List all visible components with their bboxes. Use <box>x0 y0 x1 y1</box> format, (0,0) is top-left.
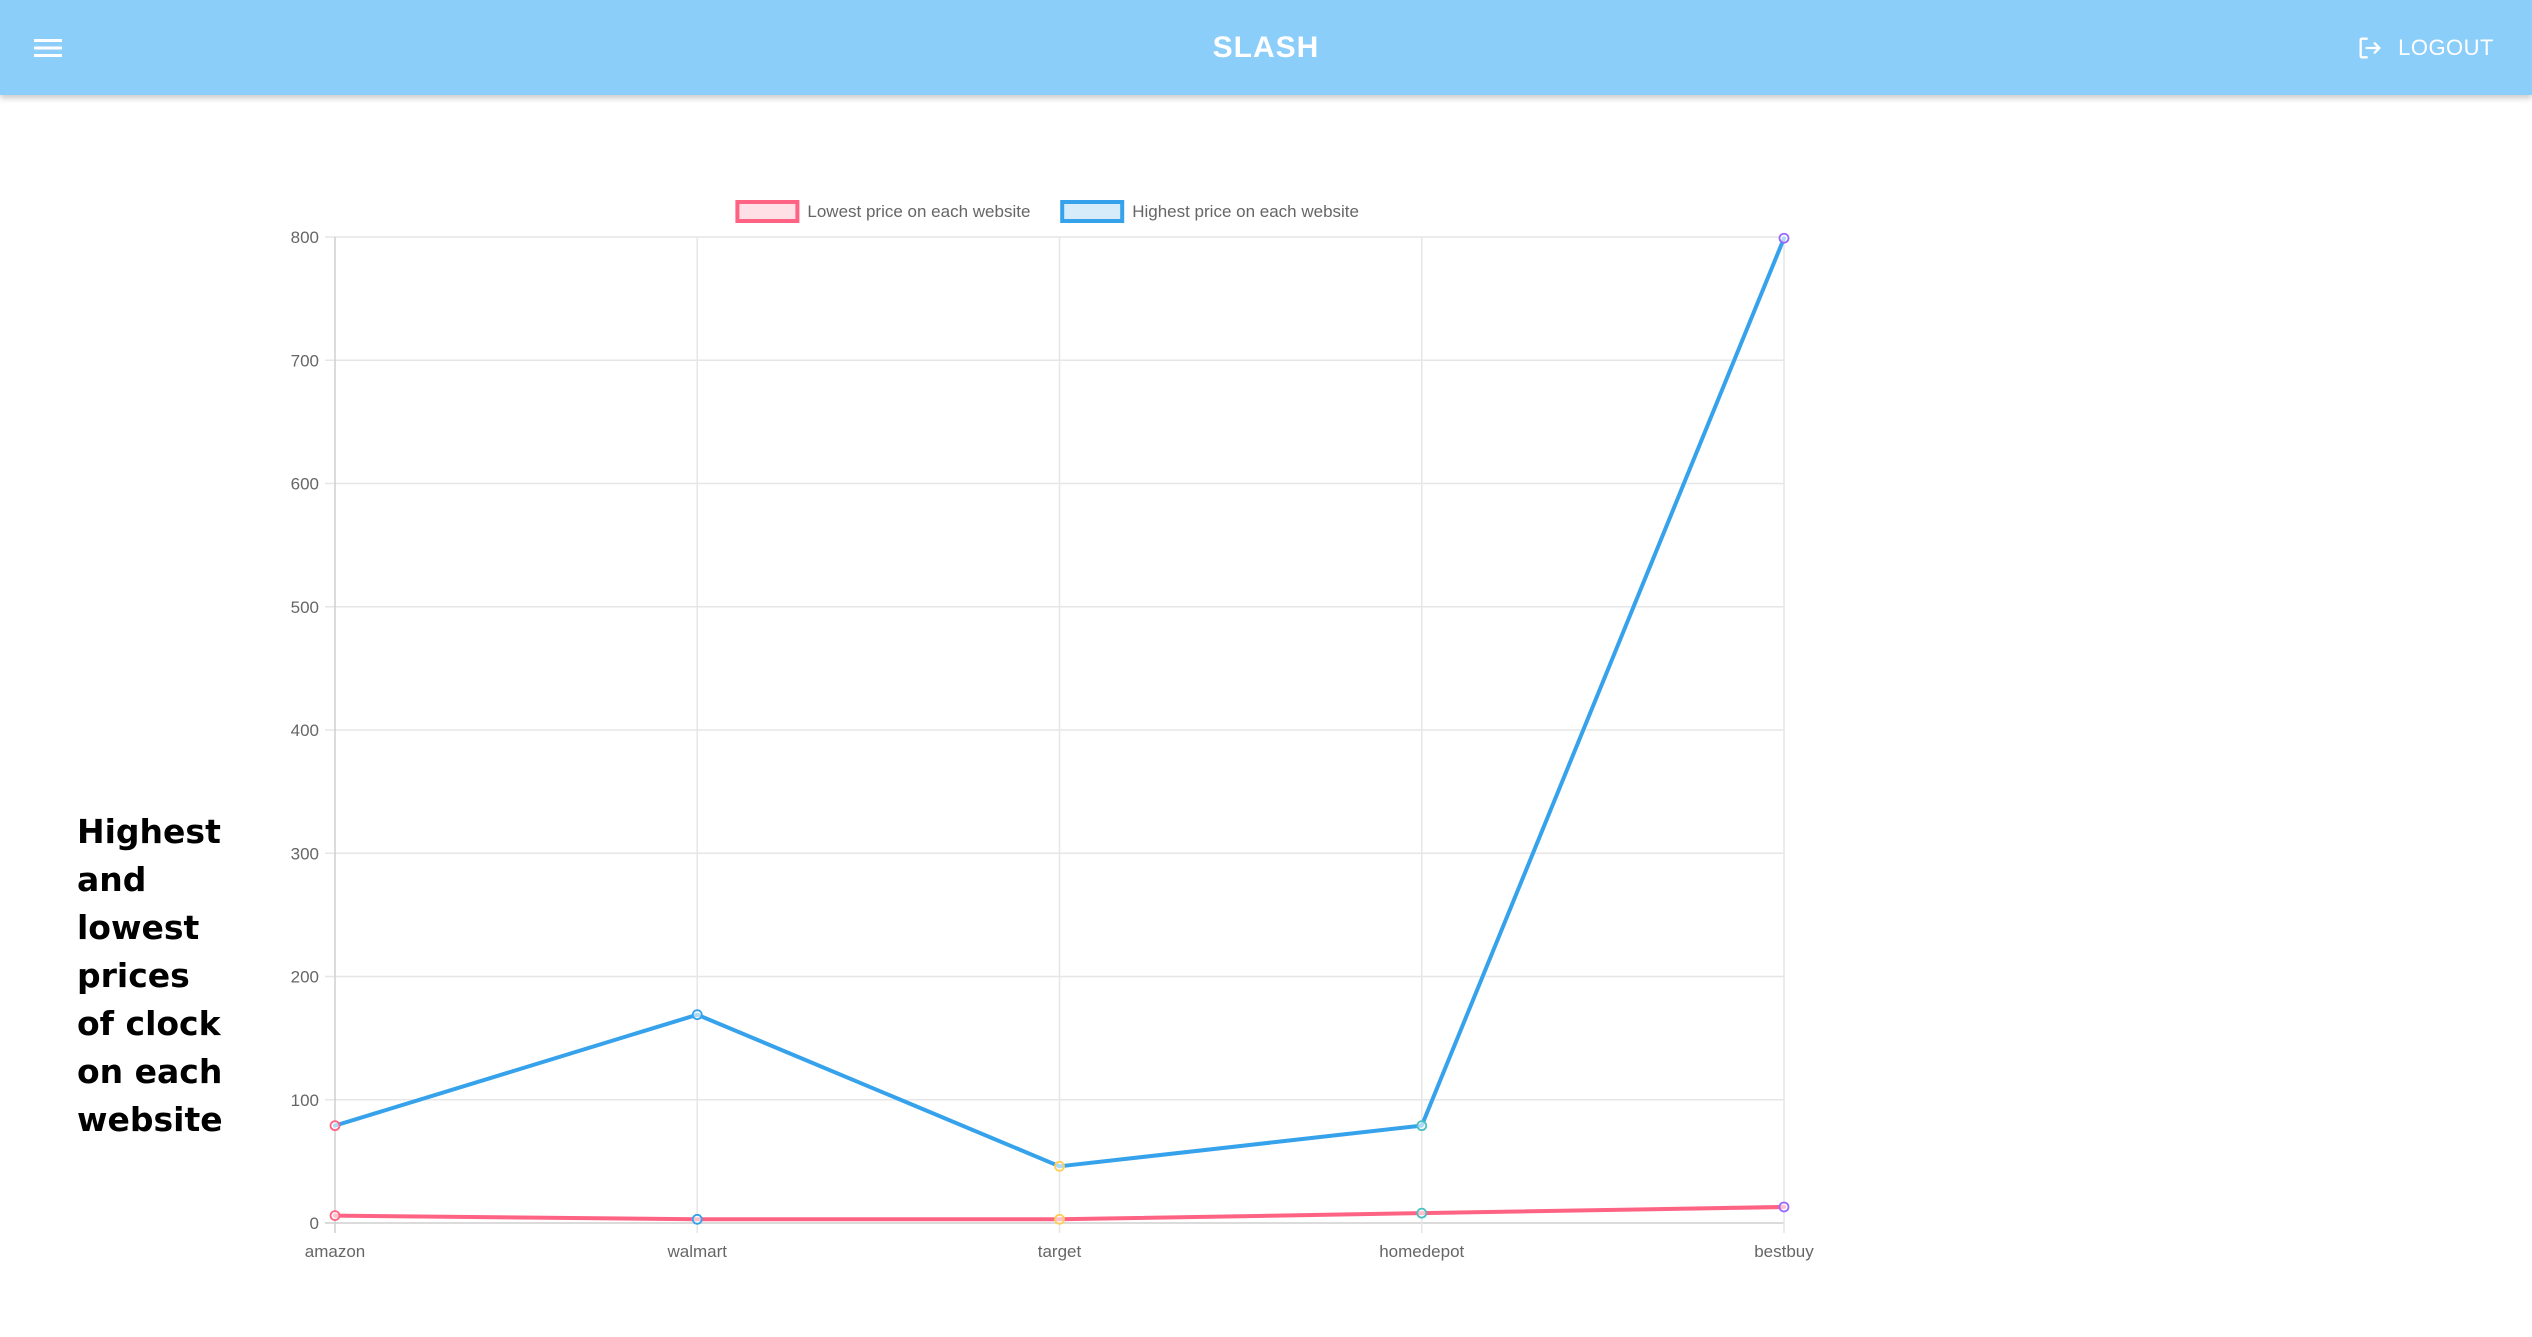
app-title: SLASH <box>1212 31 1320 64</box>
data-point <box>1054 1160 1065 1172</box>
chart-grid <box>325 236 1785 1233</box>
legend-label: Lowest price on each website <box>807 202 1030 221</box>
y-tick-label: 0 <box>310 1214 319 1233</box>
chart-caption: Highest and lowest prices of clock on ea… <box>77 812 223 1139</box>
legend-label: Highest price on each website <box>1132 202 1359 221</box>
y-tick-label: 500 <box>291 598 319 617</box>
data-point <box>1778 1201 1790 1213</box>
x-tick-label: bestbuy <box>1754 1242 1814 1261</box>
y-tick-label: 600 <box>291 475 319 494</box>
chart-tick-labels: 0 100 200 300 400 500 600 700 800 amazon walmart ta… <box>291 228 1815 1261</box>
logout-button[interactable]: LOGOUT <box>2356 26 2494 70</box>
legend-swatch <box>735 200 800 223</box>
logout-label: LOGOUT <box>2398 35 2494 60</box>
y-tick-label: 800 <box>291 228 319 247</box>
chart-legend: Lowest price on each website Highest pric… <box>735 200 1359 223</box>
data-point <box>1778 232 1790 244</box>
y-tick-label: 700 <box>291 351 319 370</box>
data-point <box>1416 1120 1428 1132</box>
y-tick-label: 300 <box>291 844 319 863</box>
x-tick-label: amazon <box>305 1242 365 1261</box>
legend-item: Highest price on each website <box>1060 200 1359 223</box>
data-point <box>1416 1207 1428 1219</box>
logout-icon <box>2359 37 2381 59</box>
app-bar: SLASH LOGOUT <box>0 0 2532 95</box>
legend-item: Lowest price on each website <box>735 200 1030 223</box>
y-tick-label: 400 <box>291 721 319 740</box>
legend-swatch <box>1060 200 1125 223</box>
y-tick-label: 200 <box>291 968 319 987</box>
x-tick-label: homedepot <box>1379 1242 1464 1261</box>
data-point <box>329 1210 341 1222</box>
data-point <box>691 1009 703 1021</box>
y-tick-label: 100 <box>291 1091 319 1110</box>
data-point <box>691 1213 703 1225</box>
data-point <box>1054 1213 1065 1225</box>
x-tick-label: walmart <box>666 1242 727 1261</box>
chart-series <box>329 232 1790 1225</box>
data-point <box>329 1120 341 1132</box>
x-tick-label: target <box>1038 1242 1082 1261</box>
menu-button[interactable] <box>22 22 74 74</box>
hamburger-menu-icon <box>34 39 62 57</box>
